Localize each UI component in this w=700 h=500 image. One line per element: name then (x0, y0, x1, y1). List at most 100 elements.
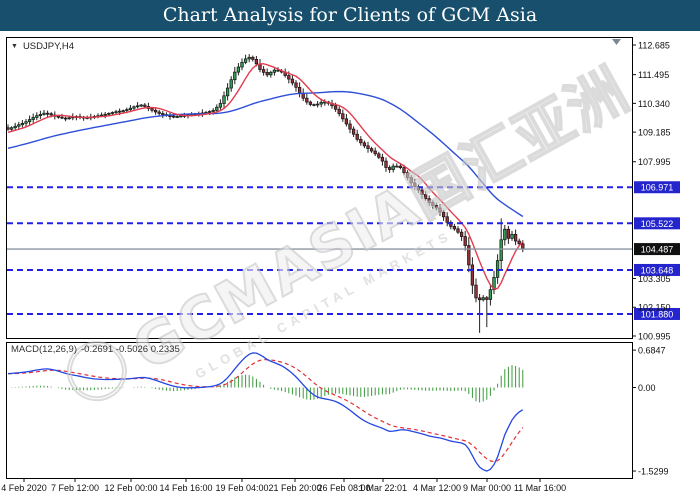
moving-averages (7, 63, 524, 290)
time-tick-label: 26 Feb 08:00 (317, 483, 370, 493)
candle-down (359, 138, 363, 144)
candle-down (56, 115, 61, 118)
level-badge (634, 307, 680, 320)
candle-down (463, 236, 467, 246)
candle-up (24, 121, 28, 124)
candle-down (459, 231, 464, 237)
candle-down (380, 156, 385, 162)
level-badge-text: 106.971 (641, 183, 674, 193)
time-tick-label: 12 Feb 00:00 (104, 483, 157, 493)
candle-up (139, 104, 143, 107)
candle-down (395, 165, 399, 168)
candle-up (391, 165, 395, 170)
candle-up (319, 101, 323, 105)
candle-down (63, 117, 68, 120)
candle-down (427, 198, 431, 203)
candle-up (207, 111, 212, 113)
ma-fast-red-line (7, 63, 524, 290)
candle-down (506, 228, 511, 239)
candle-up (503, 228, 507, 241)
candle-up (225, 87, 230, 97)
candle-down (341, 113, 345, 120)
macd-axis: 0.6847 0.00 -1.5299 (632, 346, 669, 477)
candle-down (287, 75, 291, 80)
candle-down (402, 167, 406, 173)
candle-up (218, 103, 223, 108)
candle-down (49, 113, 53, 116)
candle-up (20, 122, 25, 126)
candle-down (452, 226, 457, 230)
candle-down (348, 123, 352, 130)
current-price-badge-text: 104.487 (641, 245, 674, 255)
candle-down (308, 101, 313, 105)
symbol-label: USDJPY,H4 (22, 41, 74, 52)
time-tick-label: 19 Feb 04:00 (215, 483, 268, 493)
candle-up (315, 103, 320, 106)
candle-up (110, 112, 115, 114)
candle-up (499, 239, 503, 261)
candle-up (121, 110, 125, 112)
price-tick-label: 107.995 (638, 157, 671, 167)
candle-down (477, 297, 482, 301)
candle-up (269, 71, 273, 76)
candle-down (333, 105, 338, 110)
time-tick-label: 4 Mar 12:00 (413, 483, 461, 493)
time-tick-label: 4 Feb 2020 (1, 483, 47, 493)
candle-up (135, 105, 140, 108)
candle-up (215, 106, 219, 111)
macd-histogram (11, 365, 524, 403)
candle-down (384, 160, 388, 168)
candle-up (233, 71, 237, 81)
candle-down (517, 240, 521, 245)
candle-up (117, 110, 122, 113)
candle-up (38, 114, 43, 117)
candle-down (420, 189, 424, 195)
candle-down (434, 205, 439, 209)
candle-up (236, 66, 241, 73)
candle-down (438, 207, 442, 213)
macd-tick-label: -1.5299 (638, 467, 669, 477)
candle-down (344, 118, 349, 125)
time-tick-label: 1 Mar 22:01 (359, 483, 407, 493)
candle-up (35, 115, 39, 118)
price-tick-label: 102.150 (638, 303, 671, 313)
candle-up (247, 56, 251, 60)
candle-up (488, 289, 493, 300)
candle-down (470, 264, 475, 286)
current-price-badge (634, 243, 680, 256)
time-tick-label: 7 Feb 12:00 (51, 483, 99, 493)
candle-down (45, 112, 50, 115)
price-levels: 106.971 105.522 103.648 101.880 104.487 (7, 181, 680, 320)
candle-down (297, 86, 302, 94)
candle-up (272, 69, 277, 73)
candle-up (42, 112, 46, 115)
macd-name: MACD(12,26,9) (11, 344, 77, 355)
macd-indicator-label: MACD(12,26,9) -0.2691 -0.5026 0.2335 (11, 344, 184, 355)
candle-up (510, 233, 514, 239)
time-tick-label: 14 Feb 16:00 (159, 483, 212, 493)
price-tick-label: 111.495 (638, 70, 669, 80)
macd-main-line (7, 352, 524, 472)
symbol-selector[interactable]: ▼ USDJPY,H4 (11, 41, 74, 52)
candle-down (423, 194, 428, 200)
candle-up (13, 125, 17, 129)
candle-up (128, 107, 133, 110)
candle-down (467, 245, 471, 266)
macd-tick-label: 0.6847 (638, 346, 666, 356)
candle-down (398, 165, 403, 168)
candle-up (103, 113, 107, 116)
candlestick-series (7, 54, 525, 333)
candle-down (405, 172, 410, 178)
candle-down (171, 115, 176, 118)
candle-up (481, 297, 485, 301)
macd-pane-border (6, 342, 633, 479)
candle-down (265, 71, 269, 76)
candle-down (157, 111, 161, 114)
scroll-to-end-marker-icon (612, 39, 621, 45)
price-axis: 112.685 111.495 110.340 109.185 107.995 103.3… (632, 41, 671, 342)
candle-up (492, 277, 496, 291)
candle-down (431, 202, 435, 206)
price-tick-label: 103.305 (638, 274, 671, 284)
macd-lines (7, 352, 524, 472)
